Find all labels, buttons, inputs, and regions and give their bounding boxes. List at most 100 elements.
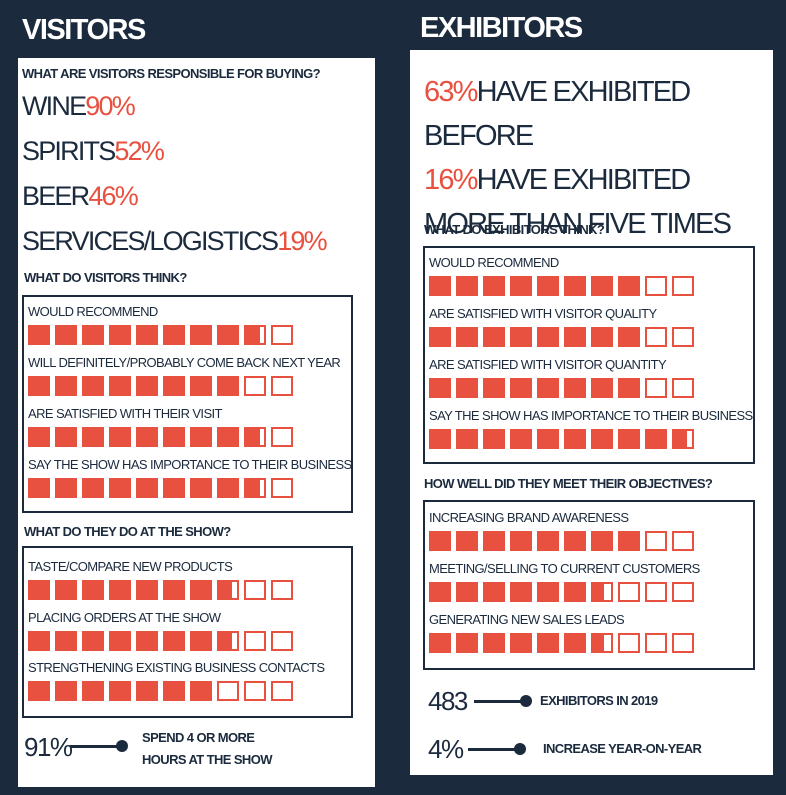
- box-fill: [192, 633, 210, 649]
- box-fill: [593, 584, 604, 600]
- box: [28, 681, 50, 701]
- box-fill: [566, 584, 584, 600]
- box: [82, 681, 104, 701]
- box: [190, 631, 212, 651]
- box-fill: [485, 584, 503, 600]
- box-fill: [192, 582, 210, 598]
- box: [510, 378, 532, 398]
- box: [136, 631, 158, 651]
- box-fill: [512, 278, 530, 294]
- box: [591, 582, 613, 602]
- box: [456, 276, 478, 296]
- box: [190, 325, 212, 345]
- heading: WHAT DO EXHIBITORS THINK?: [424, 222, 605, 237]
- visitors-title: VISITORS: [22, 14, 146, 46]
- box: [244, 681, 266, 701]
- box: [537, 429, 559, 449]
- heading: HOW WELL DID THEY MEET THEIR OBJECTIVES?: [424, 476, 713, 491]
- box: [28, 580, 50, 600]
- box-row: [429, 429, 694, 449]
- item-label: SPIRITS: [22, 136, 116, 166]
- box-fill: [57, 327, 75, 343]
- box: [28, 478, 50, 498]
- box: [136, 681, 158, 701]
- box-row: [28, 631, 293, 651]
- box: [510, 327, 532, 347]
- box-fill: [219, 327, 237, 343]
- box-fill: [458, 584, 476, 600]
- box-fill: [84, 480, 102, 496]
- box-fill: [111, 480, 129, 496]
- row-label: MEETING/SELLING TO CURRENT CUSTOMERS: [429, 561, 700, 576]
- box: [672, 276, 694, 296]
- box-fill: [458, 380, 476, 396]
- box-fill: [485, 533, 503, 549]
- box-fill: [593, 329, 611, 345]
- box: [55, 580, 77, 600]
- exhibitors-panel: [410, 50, 773, 775]
- box: [163, 427, 185, 447]
- box: [564, 429, 586, 449]
- box: [217, 376, 239, 396]
- box-fill: [138, 633, 156, 649]
- box-fill: [539, 380, 557, 396]
- box-fill: [84, 683, 102, 699]
- box: [429, 276, 451, 296]
- box-fill: [485, 278, 503, 294]
- box: [109, 580, 131, 600]
- heading: WHAT DO THEY DO AT THE SHOW?: [24, 524, 231, 539]
- box: [244, 631, 266, 651]
- item-label: SERVICES/LOGISTICS: [22, 226, 279, 256]
- facts: 63%HAVE EXHIBITED BEFORE 16%HAVE EXHIBITE…: [424, 70, 754, 246]
- box-fill: [192, 378, 210, 394]
- box: [564, 327, 586, 347]
- box-fill: [84, 327, 102, 343]
- box-row: [28, 376, 293, 396]
- box-fill: [620, 278, 638, 294]
- box-fill: [593, 380, 611, 396]
- box: [429, 582, 451, 602]
- box: [645, 276, 667, 296]
- box-fill: [219, 633, 232, 649]
- box-fill: [111, 327, 129, 343]
- box: [645, 633, 667, 653]
- box: [456, 327, 478, 347]
- box: [190, 376, 212, 396]
- connector: [474, 700, 524, 703]
- row-label: ARE SATISFIED WITH VISITOR QUANTITY: [429, 357, 667, 372]
- box: [672, 327, 694, 347]
- box-fill: [57, 582, 75, 598]
- box: [456, 633, 478, 653]
- box-fill: [111, 378, 129, 394]
- box-fill: [219, 582, 232, 598]
- box-row: [429, 531, 694, 551]
- box-fill: [30, 683, 48, 699]
- box-row: [28, 325, 293, 345]
- box: [483, 276, 505, 296]
- box-fill: [84, 429, 102, 445]
- frame: [423, 500, 755, 670]
- box-fill: [539, 635, 557, 651]
- box: [672, 633, 694, 653]
- box: [645, 582, 667, 602]
- box: [217, 681, 239, 701]
- box-fill: [246, 429, 261, 445]
- box: [163, 631, 185, 651]
- box-fill: [620, 533, 638, 549]
- box: [510, 429, 532, 449]
- box-fill: [57, 633, 75, 649]
- box: [28, 376, 50, 396]
- box-fill: [593, 533, 611, 549]
- box: [483, 327, 505, 347]
- row-label: ARE SATISFIED WITH VISITOR QUALITY: [429, 306, 657, 321]
- box: [672, 582, 694, 602]
- box: [271, 631, 293, 651]
- box: [109, 325, 131, 345]
- box-fill: [431, 380, 449, 396]
- box-fill: [192, 683, 210, 699]
- box-fill: [165, 327, 183, 343]
- box: [163, 325, 185, 345]
- box-fill: [566, 635, 584, 651]
- box-fill: [539, 584, 557, 600]
- box-fill: [431, 533, 449, 549]
